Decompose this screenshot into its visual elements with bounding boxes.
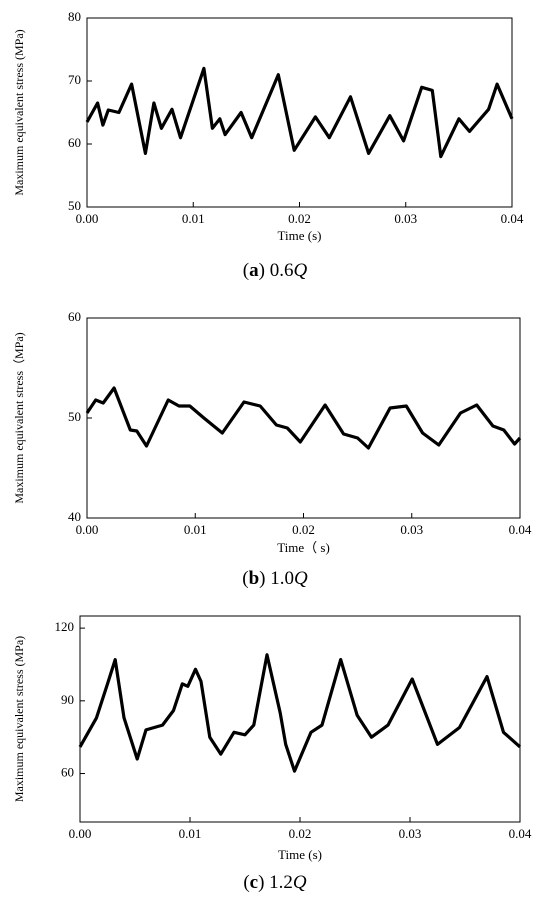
- caption: (c) 1.2Q: [243, 872, 307, 893]
- y-tick-label: 70: [68, 72, 81, 87]
- caption: (b) 1.0Q: [242, 568, 308, 589]
- y-tick-label: 60: [61, 765, 74, 780]
- y-axis-label: Maximum equivalent stress (MPa): [12, 636, 26, 802]
- line: [78, 653, 522, 773]
- y-tick-label: 40: [68, 509, 81, 524]
- x-tick-label: 0.01: [184, 522, 207, 537]
- caption-part: ) 0.6: [259, 260, 294, 281]
- y-tick-label: 90: [61, 692, 74, 707]
- y-axis-label: Maximum equivalent stress（MPa): [12, 332, 26, 503]
- caption-part: c: [250, 872, 258, 893]
- y-tick-label: 60: [68, 135, 81, 150]
- caption-part: Q: [294, 568, 308, 589]
- x-tick-label: 0.01: [179, 826, 202, 841]
- x-tick-label: 0.00: [69, 826, 92, 841]
- x-tick-label: 0.02: [292, 522, 315, 537]
- x-tick-label: 0.03: [400, 522, 423, 537]
- x-axis-label: Time（ s): [277, 540, 330, 555]
- line: [85, 66, 514, 159]
- caption-part: ) 1.0: [259, 568, 294, 589]
- x-tick-label: 0.04: [501, 211, 524, 226]
- y-axis-label: Maximum equivalent stress (MPa): [12, 29, 26, 195]
- caption-part: (: [243, 872, 249, 893]
- plot-frame: [86, 317, 521, 519]
- caption-part: Q: [293, 260, 307, 281]
- plot-frame: [79, 615, 521, 823]
- x-tick-label: 0.02: [289, 826, 312, 841]
- line: [85, 386, 522, 450]
- x-tick-label: 0.04: [509, 826, 532, 841]
- x-tick-label: 0.00: [76, 211, 99, 226]
- caption-part: (: [242, 568, 248, 589]
- y-tick-label: 60: [68, 309, 81, 324]
- caption-part: a: [249, 260, 259, 281]
- caption-part: b: [249, 568, 260, 589]
- y-tick-label: 50: [68, 409, 81, 424]
- y-tick-label: 80: [68, 9, 81, 24]
- caption-part: (: [243, 260, 249, 281]
- x-tick-label: 0.02: [288, 211, 311, 226]
- caption-part: ) 1.2: [258, 872, 293, 893]
- x-tick-label: 0.00: [76, 522, 99, 537]
- x-tick-label: 0.03: [399, 826, 422, 841]
- x-axis-label: Time (s): [278, 847, 322, 862]
- caption: (a) 0.6Q: [243, 260, 308, 281]
- x-tick-label: 0.04: [509, 522, 532, 537]
- x-tick-label: 0.03: [394, 211, 417, 226]
- y-tick-label: 120: [55, 619, 75, 634]
- x-tick-label: 0.01: [182, 211, 205, 226]
- x-axis-label: Time (s): [278, 228, 322, 243]
- y-tick-label: 50: [68, 198, 81, 213]
- caption-part: Q: [293, 872, 307, 893]
